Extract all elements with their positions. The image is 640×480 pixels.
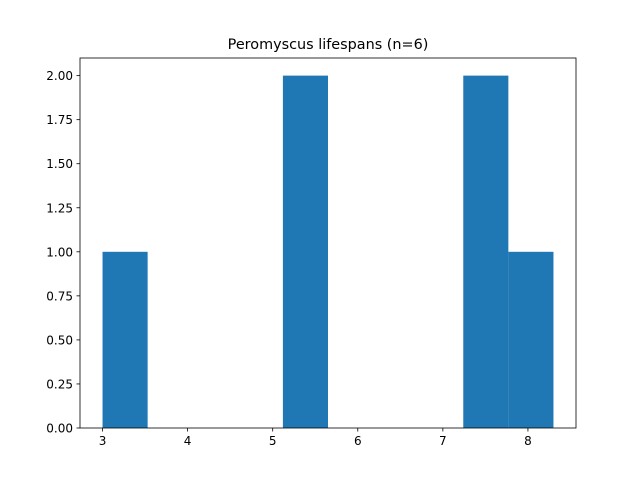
x-tick-label: 8: [524, 434, 532, 448]
y-tick-label: 1.00: [46, 245, 73, 259]
y-tick-label: 2.00: [46, 69, 73, 83]
bars-group: [102, 75, 554, 428]
histogram-bar: [463, 75, 509, 428]
chart-title: Peromyscus lifespans (n=6): [228, 37, 429, 53]
x-axis: 3 4 5 6 7 8: [99, 428, 532, 448]
histogram-bar: [102, 251, 148, 428]
x-tick-label: 3: [99, 434, 107, 448]
histogram-bar: [282, 75, 328, 428]
y-tick-label: 0.75: [46, 289, 73, 303]
y-tick-label: 1.50: [46, 157, 73, 171]
y-tick-label: 0.00: [46, 422, 73, 436]
plot-frame: [79, 57, 577, 429]
x-tick-label: 7: [439, 434, 447, 448]
x-tick-label: 5: [269, 434, 277, 448]
histogram-bar: [508, 251, 554, 428]
y-tick-label: 1.75: [46, 113, 73, 127]
y-tick-label: 0.50: [46, 333, 73, 347]
y-axis: 0.00 0.25 0.50 0.75 1.00 1.25 1.50 1.75 2.00: [46, 69, 80, 436]
y-tick-label: 1.25: [46, 201, 73, 215]
x-tick-label: 4: [184, 434, 192, 448]
y-tick-label: 0.25: [46, 377, 73, 391]
x-tick-label: 6: [354, 434, 362, 448]
